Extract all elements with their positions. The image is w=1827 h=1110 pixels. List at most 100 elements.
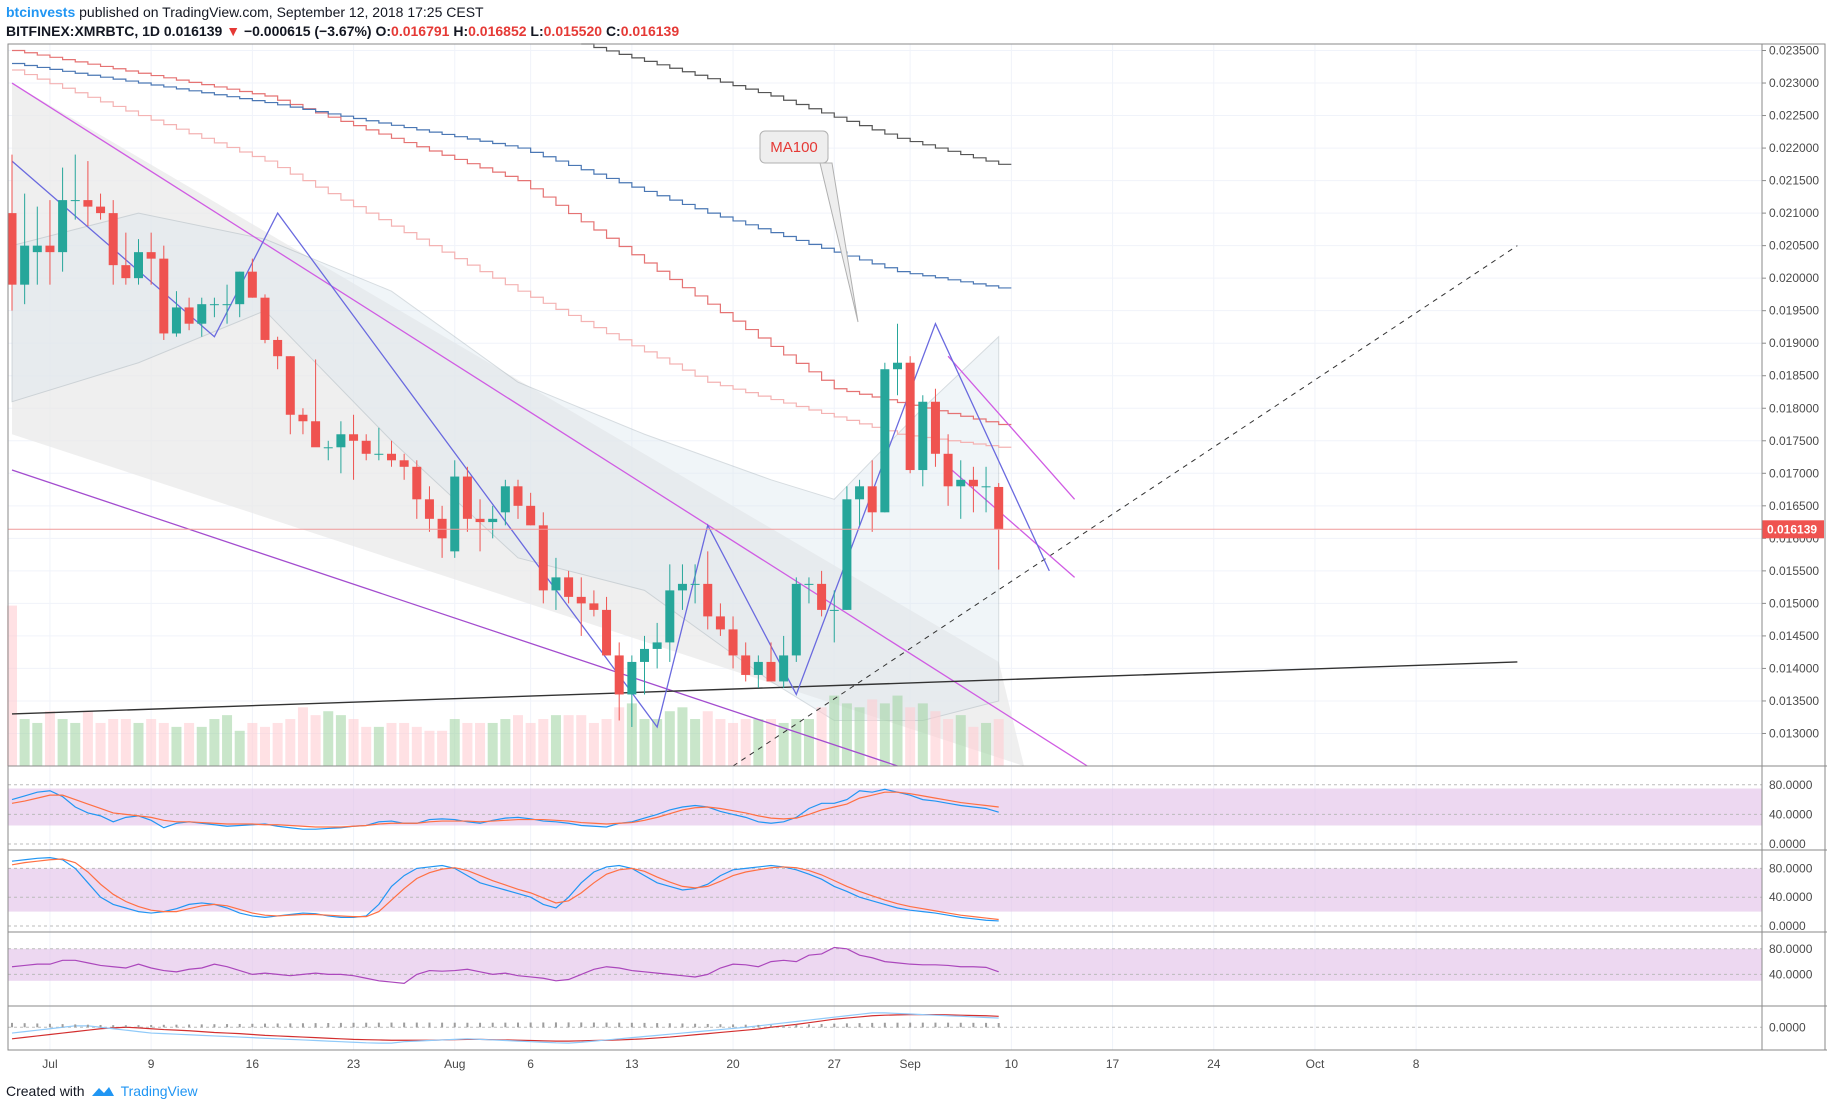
volume-bar <box>892 695 903 766</box>
candle-body <box>956 479 966 487</box>
volume-bar <box>917 703 928 766</box>
candle-body <box>32 245 42 253</box>
candle-body <box>690 583 700 585</box>
histogram-bar <box>301 1023 304 1028</box>
histogram-bar <box>820 1023 823 1028</box>
moving-average-line <box>581 43 1012 165</box>
y-tick-label: 0.022000 <box>1769 141 1819 155</box>
bollinger-band <box>11 212 1000 721</box>
tradingview-link[interactable]: TradingView <box>120 1083 198 1099</box>
candle-body <box>361 440 371 454</box>
volume-bar <box>588 722 599 766</box>
indicator-line <box>11 858 999 921</box>
indicator-panes[interactable]: 80.0000 40.0000 0.0000 80.0000 40.0000 0.0000… <box>8 765 1827 1044</box>
histogram-bar <box>352 1022 355 1028</box>
y-tick-label: 0.019500 <box>1769 304 1819 318</box>
indicator-band <box>8 788 1762 826</box>
y-tick-label: 0.018000 <box>1769 401 1819 415</box>
candle-body <box>374 453 384 455</box>
volume-bar <box>95 722 106 766</box>
axes: 0.023500 0.023000 0.022500 0.022000 0.021500… <box>7 43 1827 1071</box>
volume-bar <box>323 711 334 766</box>
histogram-bar <box>162 1024 165 1028</box>
candle-body <box>880 369 890 513</box>
volume-bar <box>664 711 675 766</box>
volume-bar <box>690 719 701 766</box>
histogram-bar <box>934 1022 937 1028</box>
high-label: H: <box>453 23 469 39</box>
x-tick-label: 27 <box>828 1057 842 1071</box>
ma100-callout[interactable]: MA100 <box>759 130 859 323</box>
volume-bar <box>740 719 751 766</box>
y-tick-label: 0.017500 <box>1769 434 1819 448</box>
y-tick-label: 0.017000 <box>1769 466 1819 480</box>
symbol-label: BITFINEX:XMRBTC, 1D <box>6 23 160 39</box>
last-price: 0.016139 <box>163 23 223 39</box>
author-link[interactable]: btcinvests <box>6 4 76 20</box>
candle-body <box>526 505 536 526</box>
candle-body <box>488 518 498 523</box>
volume-bar <box>184 722 195 766</box>
histogram-bar <box>542 1022 545 1028</box>
indicator-tick-label: 80.0000 <box>1769 942 1813 956</box>
y-tick-label: 0.013000 <box>1769 726 1819 740</box>
candle-body <box>564 577 574 597</box>
last-price-tag <box>1762 520 1824 539</box>
candle-body <box>83 200 93 207</box>
change-value: −0.000615 (−3.67%) <box>243 23 372 39</box>
candle-body <box>20 245 30 285</box>
created-with-label: Created with <box>6 1083 85 1099</box>
histogram-bar <box>188 1024 191 1028</box>
indicator-tick-label: 40.0000 <box>1769 807 1813 821</box>
candle-body <box>285 356 295 415</box>
volume-bar <box>968 726 979 766</box>
candle-body <box>640 648 649 662</box>
histogram-bar <box>744 1024 747 1028</box>
histogram-bar <box>428 1022 431 1028</box>
volume-bar <box>677 707 688 766</box>
channel-fill <box>12 83 1024 766</box>
candle-body <box>842 499 852 610</box>
volume-bar <box>803 719 814 766</box>
main-price-pane[interactable] <box>7 43 1762 1050</box>
volume-bar <box>361 726 372 766</box>
volume-bar <box>728 722 739 766</box>
down-arrow-icon: ▼ <box>226 23 241 39</box>
histogram-bar <box>74 1024 77 1028</box>
volume-bar <box>993 719 1004 766</box>
volume-bar <box>930 711 941 766</box>
tradingview-logo-icon <box>91 1087 114 1096</box>
candle-body <box>665 590 675 643</box>
volume-bar <box>525 722 536 766</box>
volume-bar <box>260 726 270 766</box>
x-tick-label: Aug <box>444 1057 465 1071</box>
candle-body <box>121 265 131 279</box>
indicator-tick-label: 40.0000 <box>1769 967 1813 981</box>
histogram-bar <box>238 1023 241 1028</box>
moving-average-line <box>12 49 1012 426</box>
volume-bar <box>437 730 448 766</box>
histogram-bar <box>883 1022 886 1028</box>
histogram-bar <box>630 1022 633 1028</box>
histogram-bar <box>276 1023 279 1028</box>
candle-body <box>260 297 270 340</box>
volume-bar <box>108 719 119 766</box>
indicator-line <box>11 856 999 922</box>
histogram-bar <box>681 1023 684 1028</box>
candle-body <box>462 476 472 519</box>
volume-bar <box>601 719 612 766</box>
volume-bar <box>753 719 764 766</box>
volume-bar <box>158 722 169 766</box>
histogram-bar <box>985 1022 988 1028</box>
candle-body <box>171 307 181 334</box>
histogram-bar <box>706 1023 709 1028</box>
candle-body <box>7 213 17 285</box>
candle-body <box>614 655 624 695</box>
volume-bar <box>285 719 296 766</box>
candle-body <box>475 518 485 523</box>
indicator-tick-label: 0.0000 <box>1769 919 1806 933</box>
high-value: 0.016852 <box>468 23 527 39</box>
volume-bar <box>32 722 43 766</box>
histogram-bar <box>921 1022 924 1028</box>
